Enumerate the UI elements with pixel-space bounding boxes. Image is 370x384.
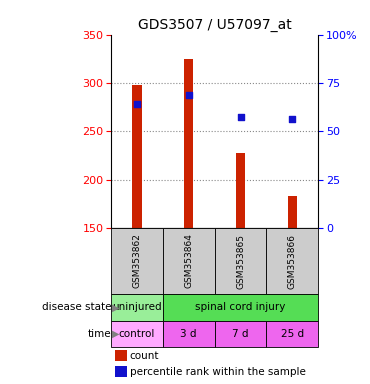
Bar [115,350,127,361]
Text: ▶: ▶ [111,302,119,312]
Text: ▶: ▶ [111,329,119,339]
Point [238,114,243,120]
Text: percentile rank within the sample: percentile rank within the sample [130,367,306,377]
Bar [111,228,163,294]
Bar [215,321,266,347]
Point [134,101,140,107]
Text: time: time [87,329,111,339]
Bar [184,59,194,228]
Point [289,116,295,122]
Bar [163,294,318,321]
Text: 3 d: 3 d [181,329,197,339]
Text: disease state: disease state [41,302,111,312]
Bar [163,321,215,347]
Bar [132,85,142,228]
Text: 25 d: 25 d [281,329,304,339]
Text: GSM353862: GSM353862 [132,233,141,288]
Bar [163,228,215,294]
Text: count: count [130,351,159,361]
Bar [236,152,245,228]
Bar [287,196,297,228]
Bar [111,294,163,321]
Bar [111,321,163,347]
Bar [266,228,318,294]
Point [186,91,192,98]
Bar [215,228,266,294]
Text: GSM353865: GSM353865 [236,233,245,288]
Title: GDS3507 / U57097_at: GDS3507 / U57097_at [138,18,292,32]
Bar [266,321,318,347]
Text: control: control [119,329,155,339]
Text: spinal cord injury: spinal cord injury [195,302,286,312]
Text: 7 d: 7 d [232,329,249,339]
Text: uninjured: uninjured [112,302,162,312]
Text: GSM353864: GSM353864 [184,233,193,288]
Text: GSM353866: GSM353866 [288,233,297,288]
Bar [115,366,127,377]
